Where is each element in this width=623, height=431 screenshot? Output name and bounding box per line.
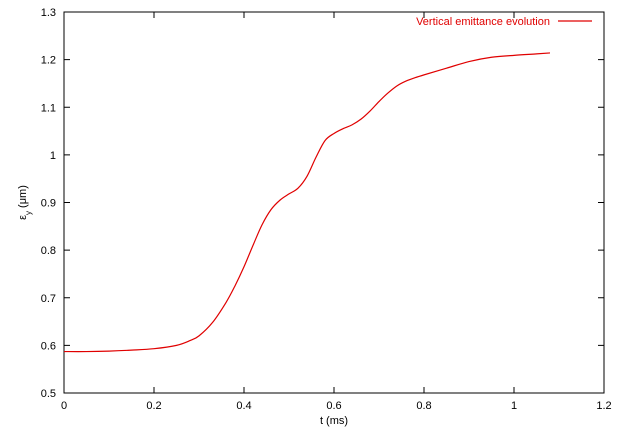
series-line-vertical-emittance (63, 52, 551, 353)
x-tick-label: 0.6 (326, 400, 341, 412)
x-tick-label: 1.2 (596, 400, 611, 412)
x-tick-label: 1 (511, 400, 517, 412)
x-tick-label: 0.8 (416, 400, 431, 412)
y-axis-label-sub: y (24, 211, 33, 215)
y-tick-label: 0.9 (41, 198, 56, 210)
x-tick-label: 0 (61, 400, 67, 412)
legend-label: Vertical emittance evolution (416, 16, 550, 28)
x-tick-label: 0.2 (146, 400, 161, 412)
y-axis-label-unit: (μm) (17, 185, 29, 211)
y-tick-label: 0.8 (41, 245, 56, 257)
x-tick-label: 0.4 (236, 400, 251, 412)
y-axis-label: εy (μm) (17, 185, 33, 220)
x-axis-label: t (ms) (320, 415, 348, 427)
y-tick-label: 1.3 (41, 7, 56, 19)
legend: Vertical emittance evolution (416, 16, 592, 28)
plot-frame (63, 11, 605, 394)
y-ticks: 0.5 0.6 0.7 0.8 0.9 1 1.1 1.2 1.3 (41, 7, 604, 400)
x-ticks: 0 0.2 0.4 0.6 0.8 1 1.2 (61, 12, 612, 412)
y-tick-label: 1.2 (41, 55, 56, 67)
y-tick-label: 1 (50, 150, 56, 162)
y-tick-label: 0.6 (41, 340, 56, 352)
y-tick-label: 0.7 (41, 293, 56, 305)
y-axis-label-main: ε (17, 215, 29, 220)
y-tick-label: 0.5 (41, 388, 56, 400)
y-tick-label: 1.1 (41, 102, 56, 114)
